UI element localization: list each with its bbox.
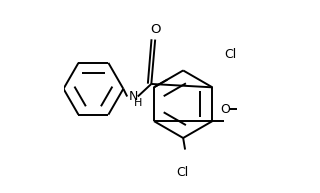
Text: Cl: Cl <box>176 166 188 179</box>
Text: N: N <box>128 90 138 103</box>
Text: O: O <box>221 102 230 116</box>
Text: O: O <box>150 23 160 36</box>
Text: H: H <box>134 98 142 108</box>
Text: Cl: Cl <box>225 47 237 61</box>
